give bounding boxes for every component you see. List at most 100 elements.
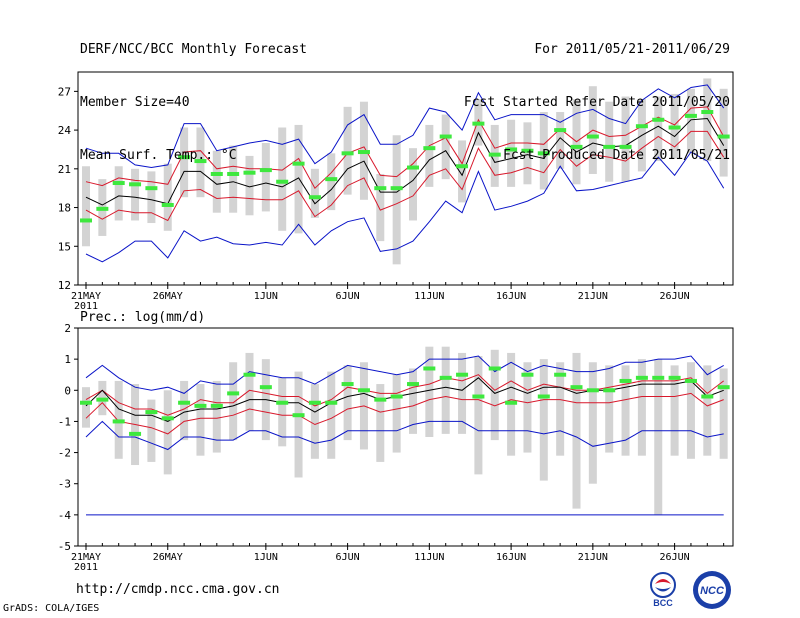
spread-bar <box>703 365 712 456</box>
grads-credit: GrADS: COLA/IGES <box>3 603 100 614</box>
y-tick-label: 24 <box>58 124 72 137</box>
spread-bar <box>409 148 417 221</box>
observed-marker <box>390 186 403 191</box>
spread-bar <box>605 365 614 453</box>
spread-bar <box>409 368 417 434</box>
spread-bar <box>654 359 663 515</box>
observed-marker <box>505 147 518 152</box>
observed-marker <box>521 372 534 377</box>
bcc-logo-icon: BCC <box>650 572 676 608</box>
spread-bar <box>686 362 695 459</box>
observed-marker <box>210 403 223 408</box>
bcc-logo-text: BCC <box>653 598 673 608</box>
spread-bar <box>637 359 646 456</box>
series-line-mean-minus-std <box>85 392 724 435</box>
series-line-mean-plus-std <box>85 374 725 416</box>
spread-bar <box>278 127 287 231</box>
observed-marker <box>619 144 632 149</box>
y-tick-label: 0 <box>64 384 71 397</box>
y-tick-label: 12 <box>58 279 71 292</box>
plot-frame <box>77 327 734 547</box>
observed-marker <box>652 117 665 122</box>
observed-marker <box>325 177 338 182</box>
observed-marker <box>407 382 419 387</box>
spread-bar <box>147 171 156 224</box>
y-tick-label: -4 <box>58 509 72 522</box>
observed-marker <box>112 419 125 424</box>
y-tick-label: 2 <box>64 322 71 335</box>
observed-marker <box>619 378 632 383</box>
spread-bar <box>572 352 581 509</box>
ncc-logo-icon: NCC <box>693 571 731 609</box>
observed-marker <box>488 366 501 371</box>
spread-bar <box>261 143 270 212</box>
y-tick-label: -1 <box>58 415 71 428</box>
y-tick-label: 18 <box>58 202 71 215</box>
observed-marker <box>423 366 436 371</box>
observed-marker <box>308 400 321 405</box>
temp-panel-title: Mean Surf. Temp.: °C <box>80 148 237 163</box>
observed-marker <box>488 152 501 157</box>
spread-bar <box>310 168 319 218</box>
spread-bar <box>719 88 728 177</box>
x-tick-label: 6JUN <box>336 552 360 563</box>
observed-marker <box>259 385 272 390</box>
y-tick-label: 21 <box>58 163 71 176</box>
spread-bar <box>441 346 450 434</box>
spread-bar <box>147 399 156 462</box>
observed-marker <box>227 171 240 176</box>
observed-marker <box>292 161 305 166</box>
x-tick-label: 11JUN <box>414 552 444 563</box>
observed-marker <box>456 164 469 169</box>
x-tick-label: 1JUN <box>254 552 278 563</box>
spread-bar <box>376 173 385 242</box>
observed-marker <box>717 134 730 139</box>
spread-bar <box>278 377 287 447</box>
observed-marker <box>701 110 714 115</box>
observed-marker <box>276 179 289 184</box>
observed-marker <box>439 134 452 139</box>
y-tick-label: 27 <box>58 85 71 98</box>
x-tick-label: 1JUN <box>254 291 278 302</box>
x-tick-label: 16JUN <box>496 552 526 563</box>
spread-bar <box>392 374 401 453</box>
observed-marker <box>243 372 256 377</box>
series-line-mean-minus-std <box>85 130 725 222</box>
fcst-produced-date: Fcst Produced Date 2011/05/21 <box>503 148 730 163</box>
spread-bar <box>245 352 254 431</box>
spread-bar <box>425 346 434 437</box>
observed-marker <box>521 148 534 153</box>
observed-marker <box>227 391 240 396</box>
observed-marker <box>80 218 92 223</box>
spread-bar <box>376 384 385 462</box>
series-line-max <box>85 84 725 169</box>
observed-marker <box>668 125 681 130</box>
header-title: DERF/NCC/BCC Monthly Forecast <box>80 42 307 57</box>
x-tick-label: 26MAY <box>153 552 183 563</box>
observed-marker <box>684 378 697 383</box>
x-tick-label: 26MAY <box>153 291 183 302</box>
forecast-period: For 2011/05/21-2011/06/29 <box>534 42 730 57</box>
spread-bar <box>229 362 238 441</box>
spread-bar <box>670 365 679 456</box>
spread-bar <box>703 78 712 162</box>
series-line-min <box>85 151 725 263</box>
spread-bar <box>114 166 123 221</box>
observed-marker <box>570 144 583 149</box>
observed-marker <box>554 372 567 377</box>
spread-bar <box>621 96 630 182</box>
spread-bar <box>392 135 401 265</box>
observed-marker <box>684 113 697 118</box>
observed-marker <box>586 134 599 139</box>
spread-bar <box>507 119 516 187</box>
observed-marker <box>357 388 370 393</box>
observed-marker <box>668 375 681 380</box>
observed-marker <box>178 155 191 160</box>
spread-bar <box>343 365 352 441</box>
spread-bar <box>556 112 565 169</box>
x-tick-label: 21MAY <box>71 552 101 563</box>
temperature-panel: 12 15 18 21 24 27 21MAY 26MAY 1JUN 6JUN 11JUN 16JUN… <box>58 71 734 312</box>
x-tick-label: 21JUN <box>578 552 608 563</box>
observed-marker <box>129 182 142 187</box>
spread-bar <box>212 380 221 453</box>
